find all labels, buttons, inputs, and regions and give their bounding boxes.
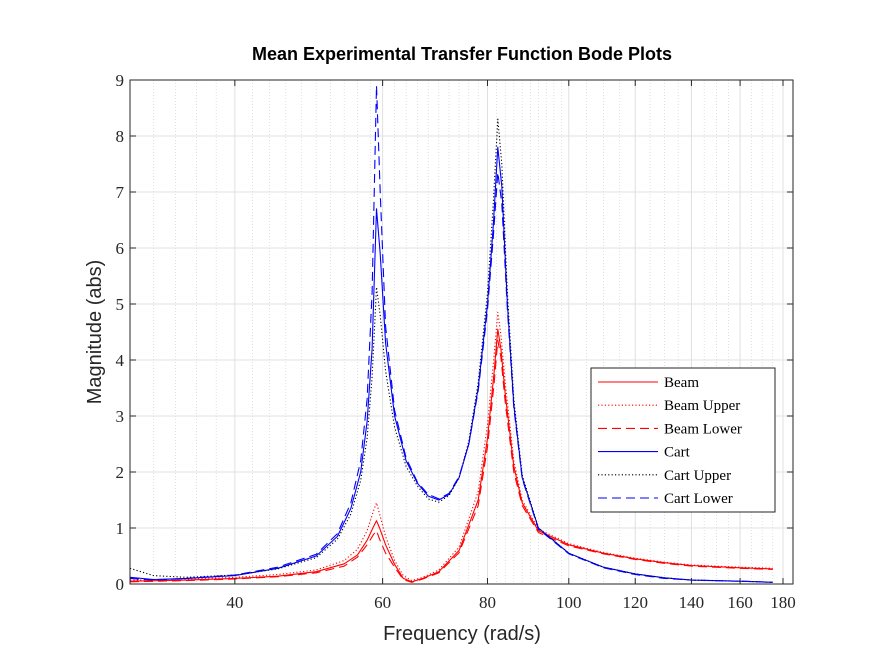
series-line-beam bbox=[129, 328, 773, 583]
y-tick-label: 6 bbox=[116, 239, 125, 258]
x-tick-label: 80 bbox=[479, 593, 496, 612]
y-tick-label: 5 bbox=[116, 295, 125, 314]
y-tick-label: 3 bbox=[116, 407, 125, 426]
legend: Beam Beam Upper Beam Lower Cart Cart Upper Ca… bbox=[590, 367, 776, 513]
legend-label: Beam bbox=[664, 375, 699, 391]
legend-items: Beam Beam Upper Beam Lower Cart Cart Upper Ca… bbox=[598, 375, 742, 507]
x-tick-label: 140 bbox=[679, 593, 705, 612]
plot-area: 40 60 80 100 120 140 160 180 0 1 2 3 4 5 6 7 8 9 bbox=[116, 71, 796, 612]
y-axis-label: Magnitude (abs) bbox=[84, 260, 106, 405]
y-tick-label: 9 bbox=[116, 71, 125, 90]
y-tick-label: 7 bbox=[116, 183, 125, 202]
series-line-beam-lower bbox=[129, 339, 773, 583]
axes-frame bbox=[129, 79, 794, 585]
y-tick-label: 8 bbox=[116, 127, 125, 146]
y-tick-label: 4 bbox=[116, 351, 125, 370]
x-tick-label: 160 bbox=[727, 593, 753, 612]
series-line-beam-upper bbox=[129, 311, 773, 582]
y-tick-label: 1 bbox=[116, 519, 125, 538]
series-line-cart-lower bbox=[129, 85, 773, 583]
axis-ticks bbox=[130, 79, 793, 585]
x-tick-label: 60 bbox=[374, 593, 391, 612]
x-tick-label: 180 bbox=[770, 593, 796, 612]
chart-title: Mean Experimental Transfer Function Bode… bbox=[252, 44, 672, 64]
x-tick-label: 40 bbox=[226, 593, 243, 612]
legend-label: Beam Upper bbox=[664, 398, 740, 414]
legend-box bbox=[590, 367, 776, 513]
series-line-cart bbox=[129, 146, 773, 583]
x-axis-label: Frequency (rad/s) bbox=[383, 623, 541, 645]
series-lines bbox=[129, 85, 773, 583]
y-tick-label: 2 bbox=[116, 463, 125, 482]
x-tick-label: 120 bbox=[622, 593, 648, 612]
legend-label: Beam Lower bbox=[664, 421, 742, 437]
legend-label: Cart Lower bbox=[664, 491, 733, 507]
x-tick-label: 100 bbox=[556, 593, 582, 612]
y-tick-label: 0 bbox=[116, 575, 125, 594]
legend-label: Cart bbox=[664, 445, 691, 461]
x-tick-labels: 40 60 80 100 120 140 160 180 bbox=[226, 593, 795, 612]
legend-label: Cart Upper bbox=[664, 468, 731, 484]
y-tick-labels: 0 1 2 3 4 5 6 7 8 9 bbox=[116, 71, 125, 594]
